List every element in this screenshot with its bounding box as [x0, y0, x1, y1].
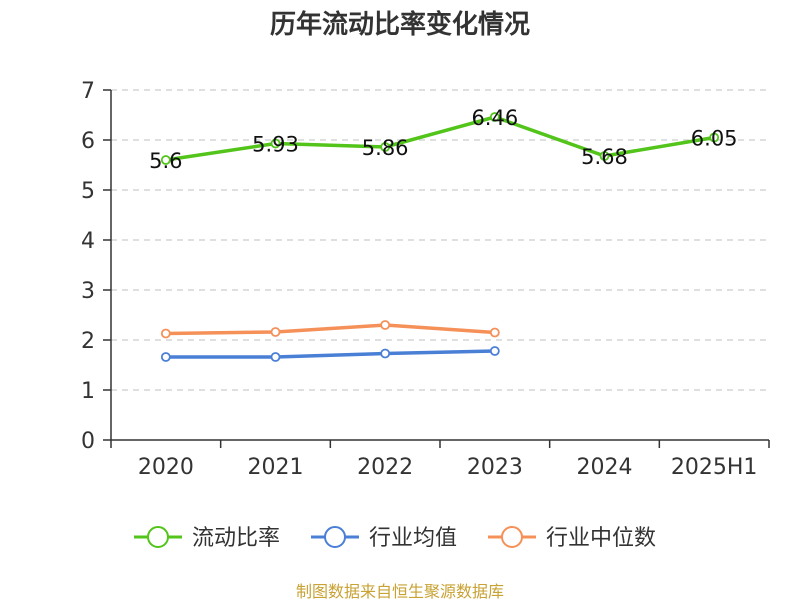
- x-tick-label: 2023: [467, 455, 523, 480]
- y-tick-label: 2: [81, 329, 95, 354]
- legend-item: 流动比率: [134, 526, 280, 551]
- legend-label: 行业均值: [369, 526, 457, 551]
- x-tick-label: 2022: [357, 455, 413, 480]
- legend-label: 流动比率: [192, 526, 280, 551]
- data-point: [270, 327, 281, 337]
- data-point: [160, 328, 171, 339]
- x-tick-label: 2020: [138, 455, 194, 480]
- y-tick-label: 5: [81, 179, 95, 204]
- series-line: [165, 323, 495, 336]
- y-tick-label: 6: [81, 129, 95, 154]
- x-tick-label: 2025H1: [671, 455, 758, 480]
- data-point: [270, 138, 281, 149]
- data-point: [489, 327, 500, 338]
- data-label: 5.68: [581, 145, 628, 169]
- legend-marker: [324, 526, 346, 548]
- legend-label: 行业中位数: [546, 526, 656, 551]
- axes: 0 1 2 3 4 5 6 7 2020 2021 2022 2023 2024 2025H1: [81, 79, 770, 480]
- data-label: 6.46: [471, 106, 518, 130]
- legend-marker: [147, 526, 169, 548]
- data-label: 5.93: [252, 133, 299, 157]
- series-lines: [160, 112, 720, 362]
- legend-marker: [501, 526, 523, 548]
- data-label: 5.86: [362, 136, 409, 160]
- legend-item: 行业均值: [311, 526, 457, 551]
- data-point: [270, 352, 281, 362]
- data-point: [160, 155, 171, 165]
- data-point: [380, 320, 391, 330]
- grid-lines: [111, 89, 769, 391]
- series-line: [165, 349, 495, 359]
- y-tick-label: 7: [81, 79, 95, 104]
- data-point: [380, 348, 391, 359]
- data-label: 5.6: [149, 149, 182, 173]
- y-tick-label: 1: [81, 379, 95, 404]
- data-point: [489, 346, 500, 356]
- data-point: [709, 132, 720, 143]
- x-tick-label: 2024: [577, 455, 633, 480]
- legend-item: 行业中位数: [488, 526, 656, 551]
- data-point: [599, 151, 610, 161]
- y-tick-label: 0: [81, 429, 95, 454]
- y-tick-label: 3: [81, 279, 95, 304]
- data-label: 6.05: [691, 127, 738, 151]
- data-labels: 5.6 5.93 5.86 6.46 5.68 6.05: [149, 106, 737, 173]
- chart-title: 历年流动比率变化情况: [269, 10, 530, 40]
- legend: 流动比率 行业均值 行业中位数: [134, 526, 656, 551]
- data-point: [380, 142, 391, 152]
- series-line: [165, 115, 715, 162]
- x-tick-label: 2021: [248, 455, 304, 480]
- source-note: 制图数据来自恒生聚源数据库: [295, 582, 504, 601]
- y-tick-label: 4: [81, 229, 95, 254]
- data-point: [489, 112, 500, 122]
- data-point: [160, 352, 171, 362]
